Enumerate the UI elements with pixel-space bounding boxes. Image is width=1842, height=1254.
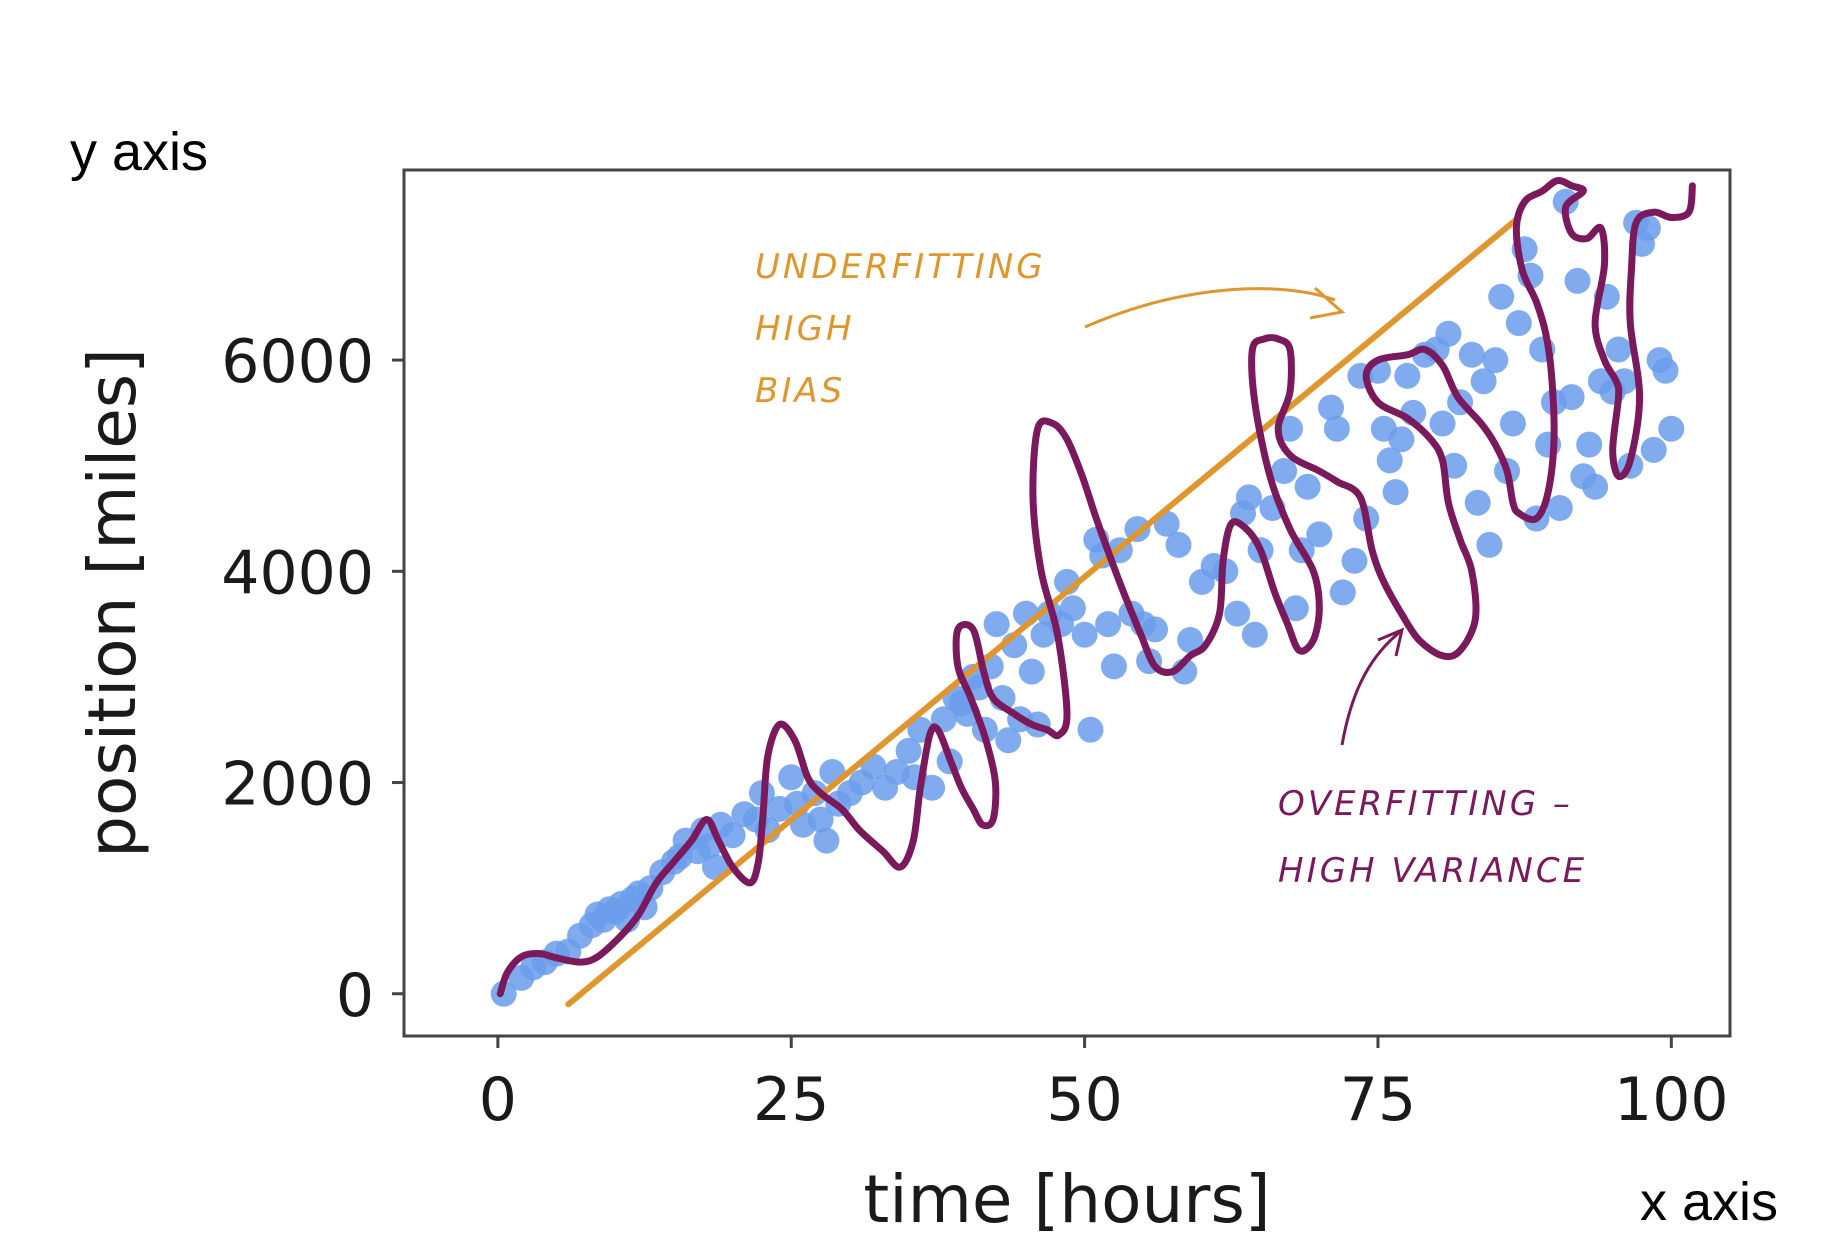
data-point — [1482, 347, 1509, 374]
data-point — [995, 727, 1022, 754]
data-point — [1341, 547, 1368, 574]
x-tick-label: 75 — [1340, 1065, 1416, 1135]
data-point — [1458, 341, 1485, 368]
data-point — [1658, 415, 1685, 442]
data-point — [1576, 431, 1603, 458]
y-tick-label: 4000 — [221, 538, 374, 608]
data-point — [1564, 267, 1591, 294]
data-point — [1235, 484, 1262, 511]
data-point — [1429, 410, 1456, 437]
data-point — [719, 822, 746, 849]
y-tick-label: 6000 — [221, 327, 374, 397]
overfit-annotation: OVERFITTING – HIGH VARIANCE — [1278, 784, 1587, 891]
data-point — [1329, 579, 1356, 606]
data-point — [1071, 621, 1098, 648]
data-point — [1095, 611, 1122, 638]
overfit-curve — [496, 177, 1696, 998]
data-point — [1382, 479, 1409, 506]
data-point — [1546, 495, 1573, 521]
data-point — [1142, 616, 1168, 643]
data-point — [1470, 368, 1497, 395]
data-point — [1435, 320, 1462, 347]
data-point — [1241, 621, 1268, 648]
data-point — [1505, 310, 1532, 337]
underfit-annotation: UNDERFITTING HIGH BIAS — [755, 247, 1046, 411]
data-point — [1488, 283, 1515, 310]
y-tick-label: 2000 — [221, 750, 374, 820]
underfit-label-line: UNDERFITTING — [755, 247, 1046, 287]
data-point — [807, 806, 834, 833]
data-point — [1059, 595, 1086, 622]
data-point — [1605, 336, 1632, 363]
x-axis-corner-label: x axis — [1640, 1172, 1778, 1232]
data-point — [813, 827, 840, 854]
data-point — [1177, 627, 1204, 653]
data-point — [1634, 215, 1661, 242]
x-tick-label: 0 — [479, 1065, 517, 1135]
plot-frame — [402, 168, 1732, 1038]
data-point — [1388, 426, 1415, 453]
data-point — [1318, 394, 1344, 421]
underfit-arrow — [1084, 286, 1346, 329]
y-tick-label: 0 — [336, 961, 374, 1031]
data-point — [1476, 531, 1503, 558]
overfit-arrow — [1340, 627, 1405, 746]
x-tick-label: 50 — [1046, 1065, 1122, 1135]
data-point — [1376, 447, 1403, 474]
data-points — [490, 188, 1685, 1007]
data-point — [1582, 473, 1609, 500]
data-point — [801, 780, 828, 807]
data-point — [1640, 436, 1667, 463]
data-point — [1464, 489, 1491, 516]
data-point — [983, 611, 1010, 638]
data-point — [1224, 600, 1251, 627]
y-axis-ticks: 0 2000 4000 6000 — [221, 327, 404, 1031]
data-point — [1499, 410, 1526, 437]
data-point — [1271, 458, 1298, 484]
data-point — [1282, 595, 1309, 622]
data-point — [895, 737, 922, 764]
x-axis-ticks: 0 25 50 75 100 — [479, 1036, 1729, 1135]
data-point — [1306, 521, 1333, 548]
underfit-line — [565, 214, 1522, 1008]
data-point — [1100, 653, 1127, 680]
x-tick-label: 100 — [1614, 1065, 1729, 1135]
y-axis-corner-label: y axis — [70, 122, 208, 182]
data-point — [1294, 473, 1321, 500]
x-tick-label: 25 — [753, 1065, 829, 1135]
data-point — [1165, 531, 1192, 558]
overfit-label-line: HIGH VARIANCE — [1278, 851, 1587, 891]
data-point — [1323, 415, 1350, 442]
data-point — [1077, 716, 1104, 743]
data-point — [1394, 362, 1421, 389]
x-axis-title: time [hours] — [863, 1161, 1270, 1238]
data-point — [1018, 658, 1045, 685]
data-point — [778, 764, 805, 791]
data-point — [1652, 357, 1679, 384]
underfit-label-line: HIGH — [755, 309, 855, 349]
data-point — [919, 774, 946, 801]
overfit-label-line: OVERFITTING – — [1278, 784, 1573, 824]
data-point — [1558, 384, 1585, 411]
data-point — [1277, 415, 1303, 442]
y-axis-title: position [miles] — [74, 348, 151, 858]
data-point — [702, 854, 728, 880]
underfit-label-line: BIAS — [755, 371, 845, 411]
